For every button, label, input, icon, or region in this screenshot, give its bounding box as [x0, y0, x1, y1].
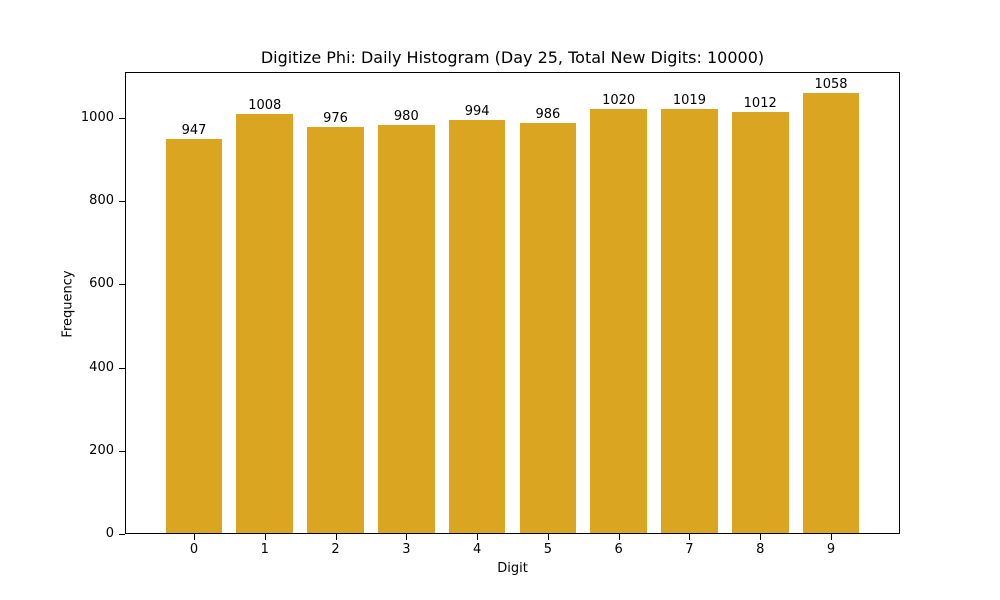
- bar-digit-7: [661, 109, 718, 533]
- y-tick-label: 200: [89, 442, 114, 458]
- x-tick-label: 9: [826, 542, 836, 557]
- x-tick: [689, 534, 691, 540]
- bar-digit-9: [802, 93, 860, 533]
- x-tick: [406, 534, 408, 540]
- bar-value-label: 1012: [743, 96, 777, 112]
- x-tick-label: 1: [260, 542, 269, 557]
- x-tick-label: 3: [402, 542, 411, 557]
- y-tick: [119, 367, 125, 369]
- bar-value-label: 976: [323, 111, 348, 127]
- bar-digit-8: [731, 112, 789, 533]
- x-tick-label: 5: [543, 542, 553, 557]
- y-tick-label: 600: [89, 276, 114, 292]
- bar-digit-3: [378, 125, 435, 533]
- y-tick-label: 400: [89, 359, 114, 375]
- bar-value-label: 1020: [602, 92, 636, 108]
- bar-value-label: 947: [181, 123, 207, 139]
- bar-value-label: 986: [535, 106, 561, 122]
- bar-digit-4: [448, 119, 506, 533]
- bar-digit-2: [307, 127, 364, 533]
- x-tick: [335, 534, 337, 540]
- x-tick: [618, 534, 620, 540]
- y-tick-label: 1000: [80, 110, 114, 126]
- y-tick: [119, 450, 125, 452]
- bar-value-label: 1058: [814, 77, 848, 93]
- x-tick-label: 6: [614, 542, 623, 557]
- y-tick-label: 800: [89, 193, 114, 209]
- x-tick-label: 4: [472, 542, 482, 557]
- bar-digit-6: [590, 108, 647, 533]
- x-axis-label: Digit: [497, 561, 528, 576]
- y-tick-label: 0: [105, 526, 114, 541]
- bar-digit-1: [236, 113, 294, 533]
- chart-title: Digitize Phi: Daily Histogram (Day 25, T…: [260, 48, 765, 67]
- x-tick: [194, 534, 195, 540]
- y-axis-label: Frequency: [60, 270, 76, 338]
- bar-digit-5: [519, 122, 577, 533]
- x-tick: [547, 534, 549, 540]
- y-tick: [119, 534, 125, 535]
- bar-value-label: 980: [393, 109, 419, 125]
- y-tick: [119, 118, 125, 120]
- bar-value-label: 994: [464, 103, 490, 119]
- x-tick: [760, 534, 762, 540]
- bar-value-label: 1019: [672, 93, 706, 109]
- x-tick-label: 7: [685, 542, 694, 557]
- y-tick: [119, 284, 125, 286]
- x-tick: [830, 534, 832, 540]
- x-tick: [477, 534, 479, 540]
- plot-area: [125, 72, 900, 534]
- x-tick-label: 8: [756, 542, 765, 557]
- bar-value-label: 1008: [248, 97, 282, 113]
- x-tick: [264, 534, 266, 540]
- bar-digit-0: [165, 139, 223, 533]
- y-tick: [119, 201, 125, 203]
- x-tick-label: 2: [331, 542, 340, 557]
- x-tick-label: 0: [189, 542, 199, 557]
